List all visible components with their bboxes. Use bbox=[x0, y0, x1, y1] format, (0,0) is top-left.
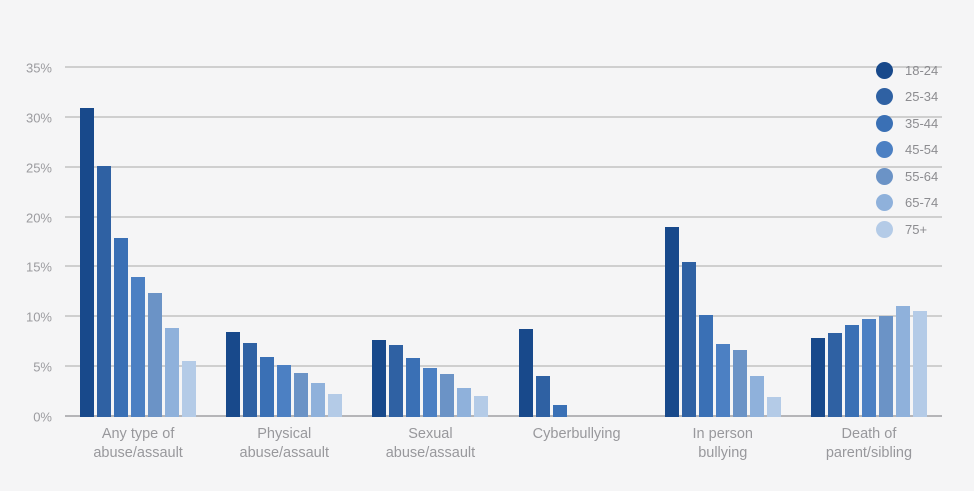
bar-55-64-group4[interactable] bbox=[732, 350, 747, 417]
bar-group-0 bbox=[65, 68, 211, 417]
bar-35-44-group0[interactable] bbox=[114, 237, 129, 417]
bar-75+-group0[interactable] bbox=[182, 361, 197, 417]
legend-label: 18-24 bbox=[905, 62, 939, 78]
bar-45-54-group1[interactable] bbox=[277, 365, 292, 417]
gridline-5 bbox=[65, 365, 942, 368]
y-tick-label-15: 15% bbox=[25, 259, 52, 275]
bar-group-1 bbox=[211, 68, 357, 417]
legend-label: 65-74 bbox=[905, 195, 939, 211]
legend-item-55-64[interactable]: 55-64 bbox=[876, 163, 938, 190]
legend-swatch-icon bbox=[876, 88, 893, 106]
bar-18-24-group1[interactable] bbox=[226, 332, 241, 417]
legend-swatch-icon bbox=[876, 194, 893, 212]
bar-65-74-group5[interactable] bbox=[895, 306, 910, 417]
y-tick-label-20: 20% bbox=[25, 210, 52, 226]
legend-item-25-34[interactable]: 25-34 bbox=[876, 84, 938, 111]
bar-55-64-group0[interactable] bbox=[148, 293, 163, 417]
bar-35-44-group1[interactable] bbox=[260, 357, 275, 417]
legend-swatch-icon bbox=[876, 141, 893, 159]
bar-45-54-group0[interactable] bbox=[131, 277, 146, 417]
bar-75+-group5[interactable] bbox=[912, 311, 927, 417]
bar-35-44-group2[interactable] bbox=[406, 358, 421, 417]
category-label-3: Cyberbullying bbox=[532, 426, 621, 442]
bar-75+-group1[interactable] bbox=[328, 394, 343, 417]
bar-55-64-group2[interactable] bbox=[440, 374, 455, 417]
bar-group-5 bbox=[796, 68, 942, 417]
y-tick-label-25: 25% bbox=[25, 160, 52, 176]
category-label-5: Death of parent/sibling bbox=[825, 426, 913, 461]
bar-65-74-group0[interactable] bbox=[165, 328, 180, 417]
gridline-25 bbox=[65, 165, 942, 168]
gridline-30 bbox=[65, 115, 942, 118]
gridline-10 bbox=[65, 315, 942, 318]
bar-55-64-group1[interactable] bbox=[294, 373, 309, 417]
legend-label: 25-34 bbox=[905, 89, 939, 105]
bar-45-54-group4[interactable] bbox=[715, 344, 730, 417]
bar-18-24-group2[interactable] bbox=[372, 340, 387, 417]
bar-25-34-group4[interactable] bbox=[681, 262, 696, 417]
category-label-1: Physical abuse/assault bbox=[239, 426, 329, 461]
bar-18-24-group4[interactable] bbox=[664, 226, 679, 417]
legend-label: 45-54 bbox=[905, 142, 939, 158]
bar-45-54-group5[interactable] bbox=[861, 319, 876, 417]
legend-swatch-icon bbox=[876, 114, 893, 132]
legend-swatch-icon bbox=[876, 167, 893, 185]
bar-65-74-group1[interactable] bbox=[311, 383, 326, 417]
bar-18-24-group0[interactable] bbox=[80, 107, 95, 417]
bar-35-44-group3[interactable] bbox=[552, 405, 567, 417]
bar-35-44-group5[interactable] bbox=[844, 325, 859, 417]
bar-25-34-group5[interactable] bbox=[827, 333, 842, 417]
bar-75+-group2[interactable] bbox=[474, 396, 489, 417]
bar-group-3 bbox=[504, 68, 650, 417]
y-tick-label-0: 0% bbox=[33, 409, 52, 425]
legend-item-35-44[interactable]: 35-44 bbox=[876, 110, 938, 137]
bar-group-4 bbox=[650, 68, 796, 417]
legend-swatch-icon bbox=[876, 61, 893, 79]
bar-25-34-group3[interactable] bbox=[535, 376, 550, 417]
bar-55-64-group5[interactable] bbox=[878, 316, 893, 417]
legend-label: 55-64 bbox=[905, 168, 939, 184]
y-tick-label-5: 5% bbox=[33, 359, 52, 375]
legend-swatch-icon bbox=[876, 220, 893, 238]
bar-columns bbox=[65, 68, 942, 417]
bar-45-54-group2[interactable] bbox=[423, 368, 438, 417]
bar-group-2 bbox=[357, 68, 503, 417]
bar-35-44-group4[interactable] bbox=[698, 315, 713, 417]
bar-65-74-group4[interactable] bbox=[749, 376, 764, 417]
bar-75+-group4[interactable] bbox=[766, 397, 781, 417]
legend-item-18-24[interactable]: 18-24 bbox=[876, 57, 938, 84]
legend-label: 75+ bbox=[905, 221, 928, 237]
x-axis-line bbox=[65, 415, 942, 417]
plot-area: 0% 5% 10% 15% 20% 25% 30% 35% bbox=[26, 61, 942, 425]
legend-label: 35-44 bbox=[905, 115, 939, 131]
legend-item-75+[interactable]: 75+ bbox=[876, 216, 938, 243]
bar-25-34-group0[interactable] bbox=[97, 165, 112, 417]
legend-item-65-74[interactable]: 65-74 bbox=[876, 190, 938, 217]
category-axis: Any type of abuse/assault Physical abuse/as… bbox=[65, 425, 942, 463]
gridline-35 bbox=[65, 66, 942, 68]
y-tick-label-10: 10% bbox=[25, 309, 52, 325]
legend: 18-24 25-34 35-44 45-54 55-64 65-74 75+ bbox=[876, 57, 938, 243]
gridline-15 bbox=[65, 265, 942, 268]
category-label-2: Sexual abuse/assault bbox=[385, 426, 476, 461]
category-label-0: Any type of abuse/assault bbox=[93, 426, 183, 461]
bar-25-34-group2[interactable] bbox=[389, 345, 404, 417]
legend-item-45-54[interactable]: 45-54 bbox=[876, 137, 938, 164]
y-tick-label-30: 30% bbox=[25, 110, 52, 126]
bar-25-34-group1[interactable] bbox=[243, 343, 258, 417]
y-tick-label-35: 35% bbox=[25, 60, 52, 76]
category-label-4: In person bullying bbox=[692, 426, 753, 461]
bar-18-24-group3[interactable] bbox=[518, 329, 533, 417]
bar-65-74-group2[interactable] bbox=[457, 388, 472, 417]
gridline-20 bbox=[65, 215, 942, 218]
bar-18-24-group5[interactable] bbox=[810, 338, 825, 417]
